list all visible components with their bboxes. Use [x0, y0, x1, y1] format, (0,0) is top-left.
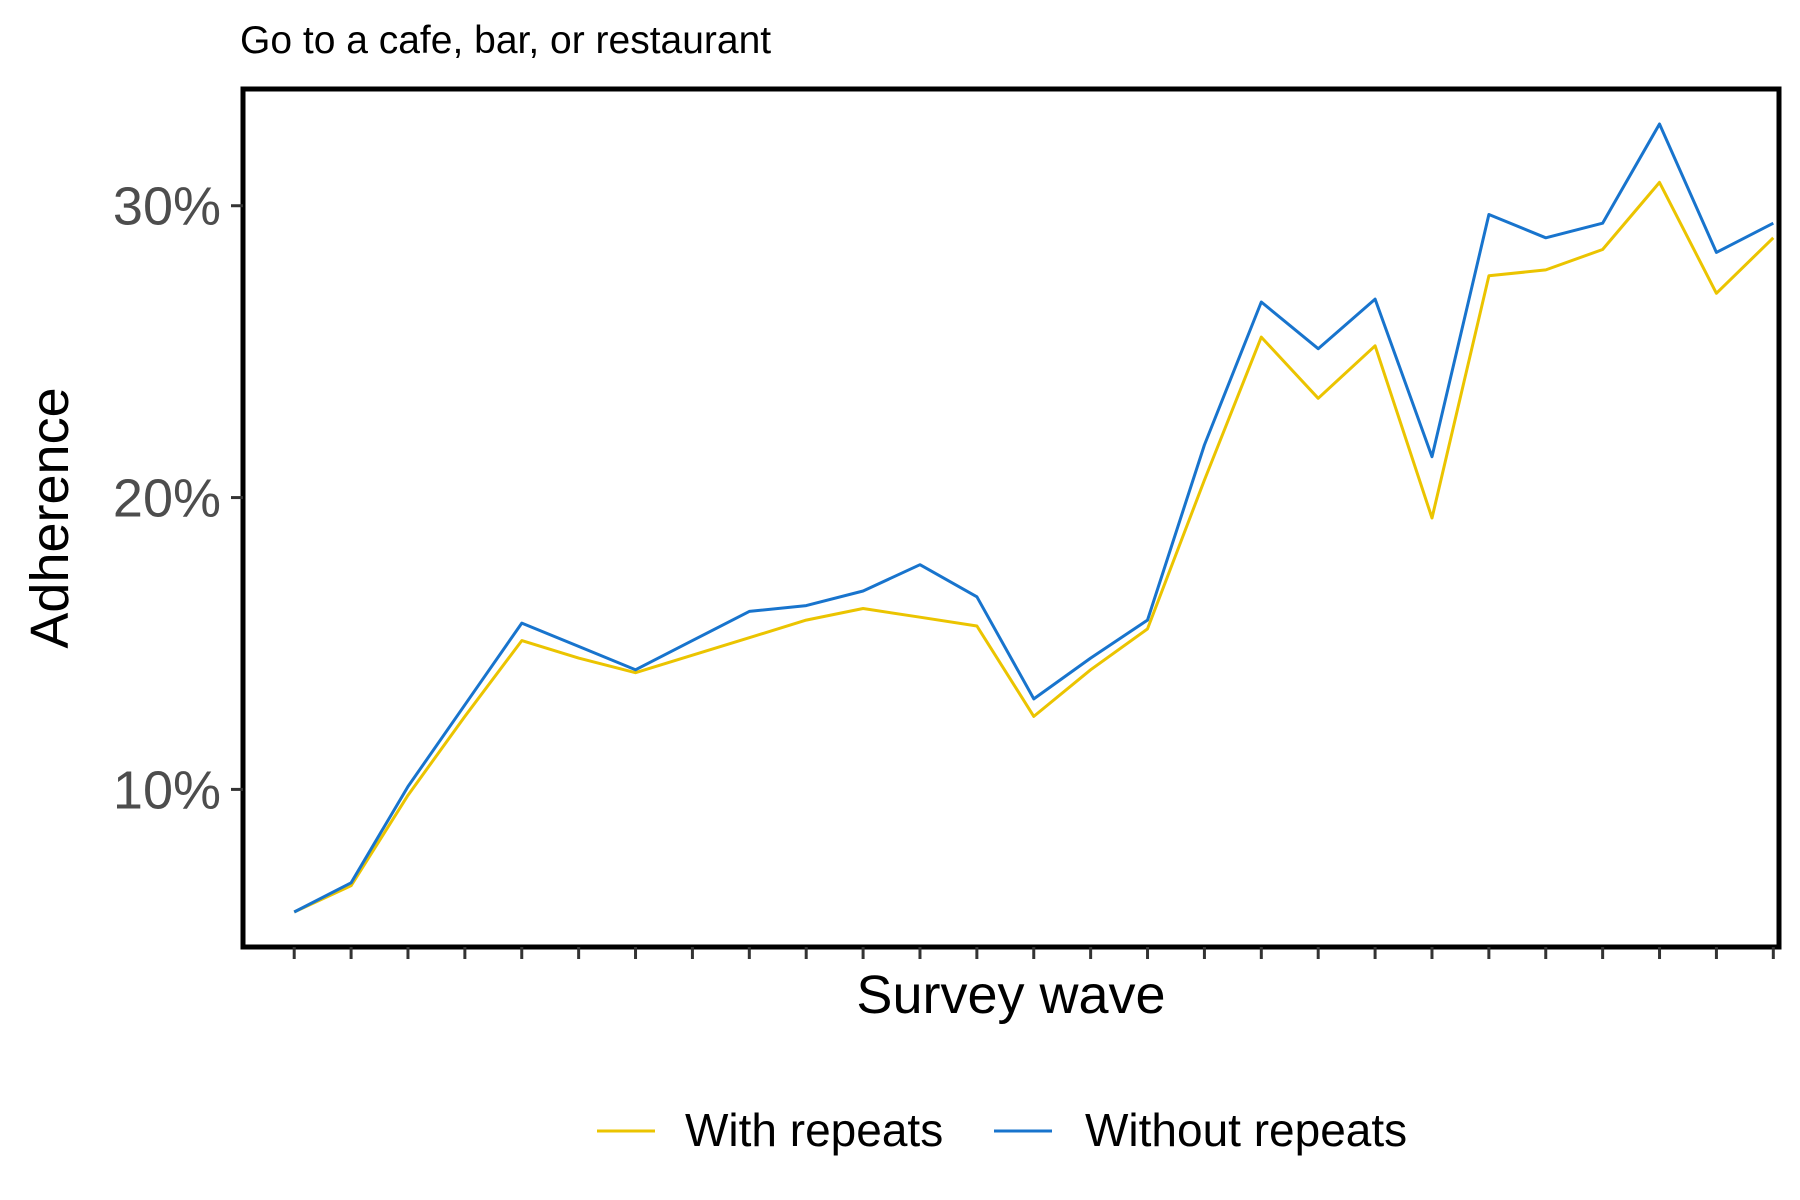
series-line-with-repeats	[293, 180, 1775, 914]
x-axis-title: Survey wave	[856, 965, 1165, 1025]
y-tick-label: 20%	[113, 469, 221, 529]
series-line-without-repeats	[293, 122, 1774, 914]
legend-label-without-repeats: Without repeats	[1085, 1104, 1407, 1156]
y-tick-label: 10%	[113, 760, 221, 820]
plot-area	[240, 86, 1782, 950]
series-lines	[293, 122, 1775, 914]
y-axis: 10% 20% 30%	[113, 177, 243, 820]
x-axis	[292, 947, 1775, 959]
y-axis-title: Adherence	[20, 387, 80, 648]
y-tick-label: 30%	[113, 177, 221, 237]
legend: With repeats Without repeats	[597, 1104, 1407, 1156]
plot-panel-border	[240, 86, 1782, 950]
chart-title: Go to a cafe, bar, or restaurant	[240, 19, 771, 62]
legend-label-with-repeats: With repeats	[685, 1104, 943, 1156]
